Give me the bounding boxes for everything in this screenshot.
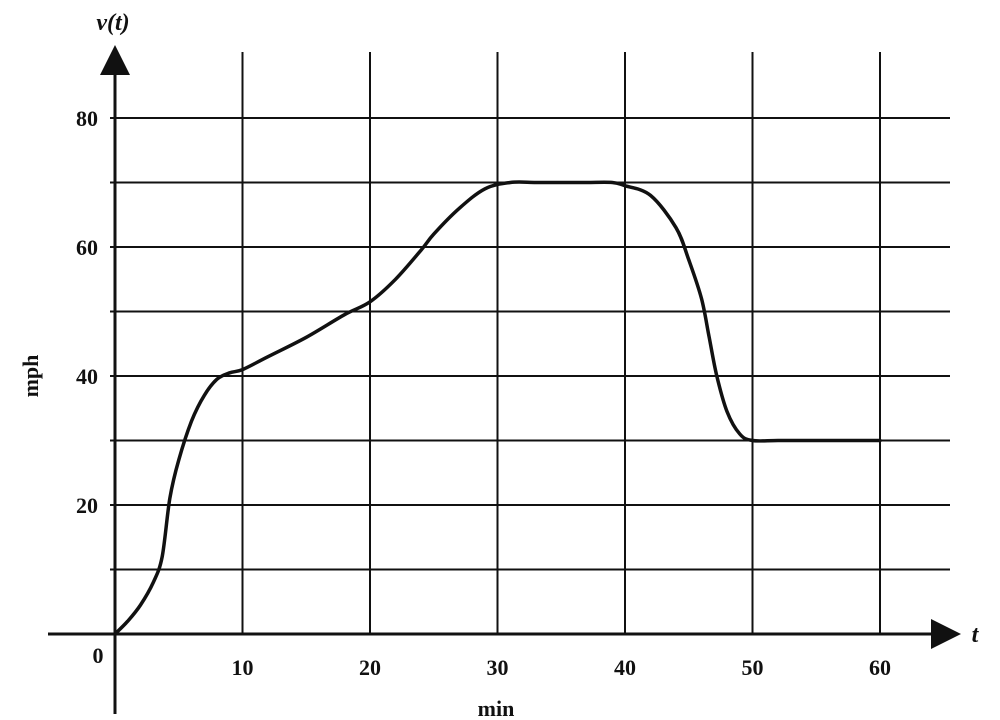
y-axis-label: mph [18,355,43,398]
y-axis-name: v(t) [96,10,129,36]
x-tick-label-20: 20 [359,655,381,680]
origin-label: 0 [93,643,104,668]
x-tick-label-40: 40 [614,655,636,680]
y-tick-label-40: 40 [76,364,98,389]
x-tick-label-50: 50 [742,655,764,680]
x-axis-label: min [478,696,515,720]
tick-labels: 10 20 30 40 50 60 20 40 60 80 [76,106,891,680]
y-tick-label-20: 20 [76,493,98,518]
x-tick-label-10: 10 [232,655,254,680]
series-line [113,180,882,636]
y-tick-label-60: 60 [76,235,98,260]
x-tick-label-60: 60 [869,655,891,680]
grid [110,52,950,634]
x-axis-name: t [972,622,980,648]
x-tick-label-30: 30 [487,655,509,680]
y-tick-label-80: 80 [76,106,98,131]
